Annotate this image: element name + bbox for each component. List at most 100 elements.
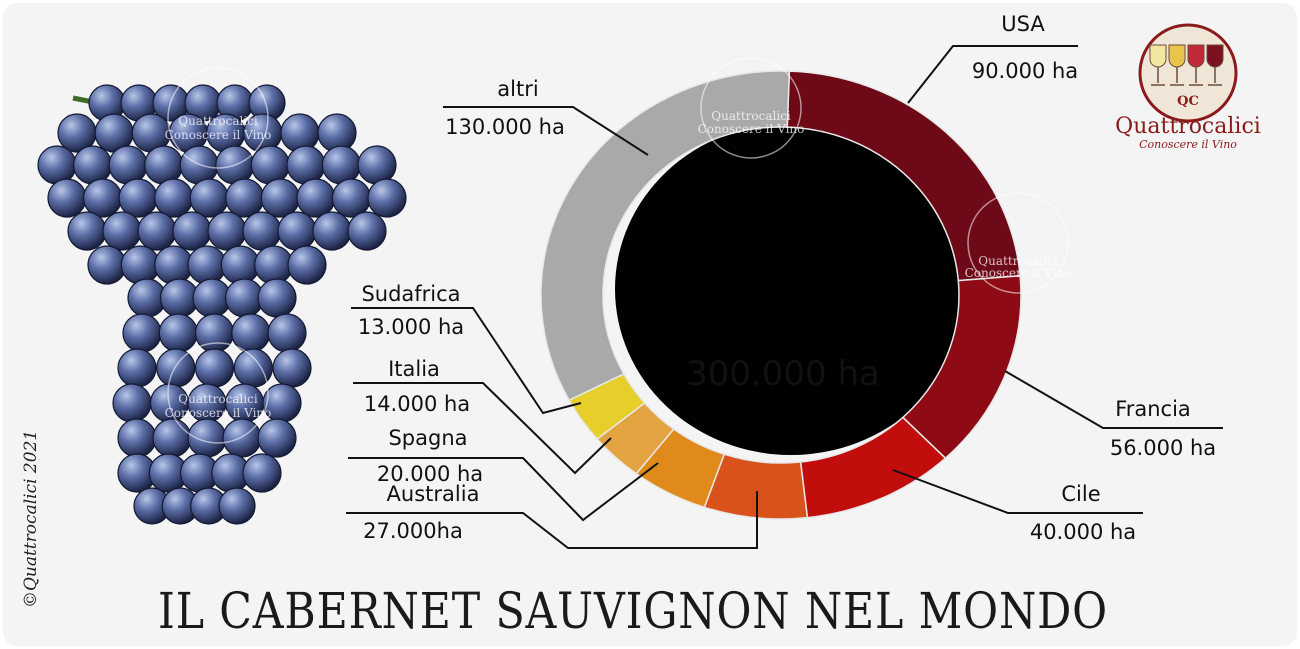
grape-berry — [286, 145, 326, 185]
grape-berry — [225, 178, 265, 218]
donut-shadow — [615, 123, 967, 455]
grape-berry — [144, 145, 184, 185]
label-francia-name: Francia — [1115, 397, 1191, 421]
grape-berry — [82, 178, 123, 218]
grape-berry — [296, 178, 336, 218]
grape-berry — [156, 348, 196, 388]
grape-berry — [187, 418, 227, 458]
grape-berry — [222, 418, 262, 458]
grape-berry — [331, 178, 371, 218]
total-area-label: 300.000 ha — [686, 354, 880, 394]
label-spagna-value: 20.000 ha — [377, 462, 483, 486]
watermark-4-name: Quattrocalici — [978, 254, 1058, 268]
grape-berry — [172, 211, 212, 251]
label-usa-value: 90.000 ha — [972, 59, 1078, 83]
grape-berry — [367, 178, 407, 218]
label-australia-value: 27.000ha — [363, 519, 463, 543]
grape-berry — [242, 211, 282, 251]
label-usa-name: USA — [1001, 12, 1045, 36]
grape-berry — [152, 418, 192, 458]
grape-berry — [321, 145, 361, 185]
grape-berry — [272, 348, 312, 388]
watermark-3-name: Quattrocalici — [711, 109, 791, 123]
grape-berry — [277, 211, 317, 251]
grape-berry — [67, 211, 107, 251]
infographic-canvas: USA 90.000 ha Francia 56.000 ha Cile 40.… — [21, 12, 1261, 640]
logo-monogram: QC — [1177, 94, 1199, 109]
donut-inner-shadow — [615, 123, 967, 455]
grape-berry — [72, 145, 113, 185]
leader-australia — [346, 491, 758, 549]
watermark-1-tagline: Conoscere il Vino — [165, 128, 272, 142]
grape-berry — [218, 487, 256, 525]
watermark-2-name: Quattrocalici — [178, 392, 258, 406]
watermark-1-name: Quattrocalici — [178, 114, 258, 128]
label-cile-name: Cile — [1061, 482, 1100, 506]
grape-cluster-illustration — [37, 84, 407, 525]
grape-berry — [257, 278, 297, 318]
leader-altri — [443, 106, 649, 156]
watermarks: Quattrocalici Conoscere il Vino Quattroc… — [165, 57, 1072, 444]
logo-name: Quattrocalici — [1115, 114, 1261, 139]
grape-berry — [112, 383, 152, 423]
grape-berry — [102, 211, 142, 251]
infographic-frame: USA 90.000 ha Francia 56.000 ha Cile 40.… — [3, 3, 1297, 646]
grape-berry — [194, 348, 235, 388]
logo-tagline: Conoscere il Vino — [1139, 138, 1237, 151]
label-altri-value: 130.000 ha — [445, 115, 565, 139]
watermark-2-tagline: Conoscere il Vino — [165, 406, 272, 420]
grape-berry — [118, 178, 158, 218]
leader-usa — [907, 45, 1078, 104]
label-sudafrica-value: 13.000 ha — [358, 315, 464, 339]
grape-berry — [254, 245, 294, 285]
grape-berry — [122, 313, 162, 353]
grape-berry — [37, 145, 77, 185]
grape-berry — [154, 245, 194, 285]
grape-berry — [108, 145, 148, 185]
grape-berry — [87, 245, 127, 285]
wine-glasses-icon — [1149, 44, 1224, 86]
donut-slice-altri — [540, 70, 791, 402]
watermark-4-tagline: Conoscere il Vino — [965, 266, 1072, 280]
watermark-1: Quattrocalici Conoscere il Vino — [165, 67, 272, 169]
label-italia-value: 14.000 ha — [364, 392, 470, 416]
label-italia-name: Italia — [388, 357, 440, 381]
grape-berry — [187, 245, 227, 285]
label-australia-name: Australia — [387, 482, 480, 506]
grape-berry — [242, 453, 282, 493]
grape-berry — [220, 245, 260, 285]
grape-berry — [312, 211, 352, 251]
grape-berry — [117, 418, 157, 458]
grape-berry — [47, 178, 87, 218]
grape-berry — [120, 245, 160, 285]
grape-berry — [207, 211, 247, 251]
copyright-text: ©Quattrocalici 2021 — [21, 430, 41, 608]
grape-berry — [117, 348, 157, 388]
grape-berry — [158, 313, 198, 353]
grape-berry — [154, 178, 194, 218]
leader-francia — [1004, 370, 1223, 429]
grape-berry — [287, 245, 327, 285]
grape-berry — [280, 113, 320, 153]
label-sudafrica-name: Sudafrica — [361, 282, 460, 306]
leader-lines — [346, 45, 1223, 549]
page-title: IL CABERNET SAUVIGNON NEL MONDO — [158, 582, 1108, 640]
leader-italia — [353, 382, 612, 475]
watermark-3-tagline: Conoscere il Vino — [698, 122, 805, 136]
slice-labels: USA 90.000 ha Francia 56.000 ha Cile 40.… — [358, 12, 1216, 544]
grape-berry — [267, 313, 307, 353]
grape-berry — [189, 178, 229, 218]
leader-cile — [892, 469, 1143, 514]
leader-spagna — [348, 457, 659, 522]
watermark-2: Quattrocalici Conoscere il Vino — [165, 342, 272, 444]
watermark-4: Quattrocalici Conoscere il Vino — [965, 192, 1072, 294]
label-altri-name: altri — [497, 77, 538, 101]
grape-berry — [250, 145, 290, 185]
label-francia-value: 56.000 ha — [1110, 436, 1216, 460]
grape-berry — [257, 418, 297, 458]
label-spagna-name: Spagna — [388, 426, 467, 450]
label-cile-value: 40.000 ha — [1030, 520, 1136, 544]
grape-berry — [347, 211, 387, 251]
leader-sudafrica — [351, 307, 582, 415]
donut-chart — [540, 70, 1022, 520]
